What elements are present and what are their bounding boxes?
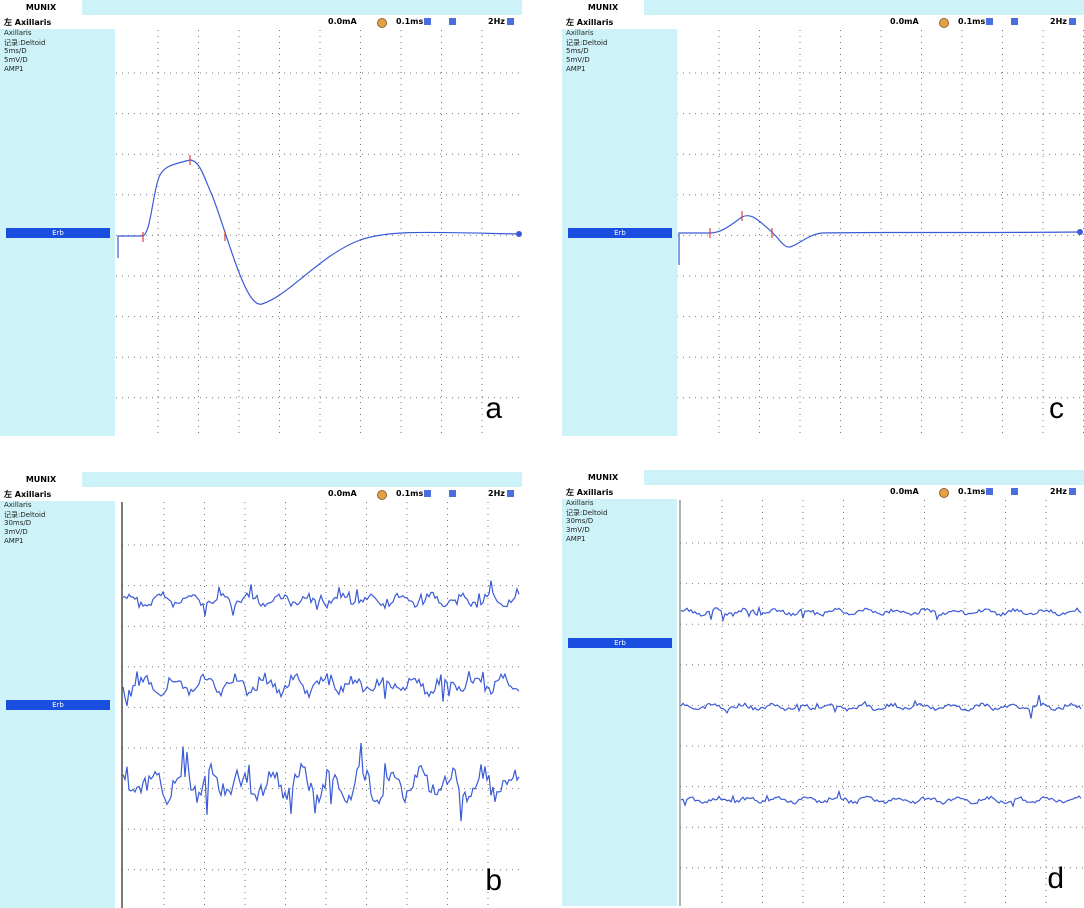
info-line: Axillaris (4, 29, 32, 37)
waveform-dropdown[interactable] (449, 18, 456, 25)
trace (678, 215, 1081, 265)
nerve-title: 左 Axillaris (566, 18, 614, 27)
info-line: 5ms/D (566, 47, 589, 55)
duration: 0.1ms (396, 489, 424, 498)
rate: 2Hz (488, 489, 505, 498)
rate-dropdown[interactable] (1069, 488, 1076, 495)
info-line: AMP1 (4, 537, 24, 545)
top-bar (562, 470, 1084, 485)
panel: MUNIX 左 Axillaris 0.0mA 0.1ms 2Hz Axillaris 记录… (562, 0, 1084, 436)
side-panel (562, 499, 677, 906)
trace (680, 605, 1082, 623)
rate: 2Hz (1050, 17, 1067, 26)
current: 0.0mA (328, 17, 357, 26)
marker-button[interactable]: Erb (6, 700, 110, 710)
marker-button[interactable]: Erb (568, 228, 672, 238)
nerve-title: 左 Axillaris (4, 490, 52, 499)
panel-label: b (485, 864, 502, 897)
tab[interactable]: MUNIX (562, 0, 644, 15)
duration: 0.1ms (958, 17, 986, 26)
plot (679, 500, 1084, 906)
info-line: 记录:Deltoid (4, 511, 46, 519)
panel: MUNIX 左 Axillaris 0.0mA 0.1ms 2Hz Axillaris 记录… (0, 0, 522, 436)
waveform-dropdown[interactable] (449, 490, 456, 497)
tab[interactable]: MUNIX (0, 472, 82, 487)
end-dot (1077, 229, 1083, 235)
rate: 2Hz (488, 17, 505, 26)
nerve-title: 左 Axillaris (4, 18, 52, 27)
current: 0.0mA (890, 17, 919, 26)
stim-icon (939, 488, 949, 498)
duration: 0.1ms (396, 17, 424, 26)
trace (117, 159, 521, 305)
duration-dropdown[interactable] (986, 18, 993, 25)
end-dot (516, 231, 522, 237)
info-line: 记录:Deltoid (4, 39, 46, 47)
top-bar (0, 472, 522, 487)
marker-button[interactable]: Erb (568, 638, 672, 648)
nerve-title: 左 Axillaris (566, 488, 614, 497)
stim-icon (377, 490, 387, 500)
current: 0.0mA (890, 487, 919, 496)
duration-dropdown[interactable] (424, 18, 431, 25)
trace (680, 694, 1082, 719)
top-bar (562, 0, 1084, 15)
info-line: 30ms/D (566, 517, 594, 525)
current: 0.0mA (328, 489, 357, 498)
info-line: 5mV/D (566, 56, 590, 64)
trace (122, 580, 520, 617)
info-line: 3mV/D (566, 526, 590, 534)
plot (121, 502, 522, 908)
info-line: 3mV/D (4, 528, 28, 536)
tab[interactable]: MUNIX (562, 470, 644, 485)
waveform-dropdown[interactable] (1011, 488, 1018, 495)
info-line: 5ms/D (4, 47, 27, 55)
panel-label: a (485, 392, 502, 425)
duration: 0.1ms (958, 487, 986, 496)
info-line: 记录:Deltoid (566, 509, 608, 517)
info-line: 记录:Deltoid (566, 39, 608, 47)
info-line: AMP1 (566, 65, 586, 73)
panel-label: d (1047, 862, 1064, 895)
trace (680, 789, 1082, 808)
top-bar (0, 0, 522, 15)
rate-dropdown[interactable] (507, 18, 514, 25)
panel-label: c (1049, 392, 1064, 425)
trace (122, 671, 520, 707)
panel: MUNIX 左 Axillaris 0.0mA 0.1ms 2Hz Axillaris 记录… (562, 470, 1084, 906)
waveform-dropdown[interactable] (1011, 18, 1018, 25)
tab[interactable]: MUNIX (0, 0, 82, 15)
rate-dropdown[interactable] (1069, 18, 1076, 25)
info-line: Axillaris (566, 499, 594, 507)
plot (676, 30, 1084, 436)
rate: 2Hz (1050, 487, 1067, 496)
stim-icon (939, 18, 949, 28)
stim-icon (377, 18, 387, 28)
plot (116, 30, 522, 436)
trace (122, 742, 520, 822)
duration-dropdown[interactable] (424, 490, 431, 497)
rate-dropdown[interactable] (507, 490, 514, 497)
marker-button[interactable]: Erb (6, 228, 110, 238)
info-line: 30ms/D (4, 519, 32, 527)
info-line: 5mV/D (4, 56, 28, 64)
info-line: AMP1 (566, 535, 586, 543)
panel: MUNIX 左 Axillaris 0.0mA 0.1ms 2Hz Axillaris 记录… (0, 472, 522, 908)
info-line: Axillaris (566, 29, 594, 37)
info-line: AMP1 (4, 65, 24, 73)
duration-dropdown[interactable] (986, 488, 993, 495)
info-line: Axillaris (4, 501, 32, 509)
